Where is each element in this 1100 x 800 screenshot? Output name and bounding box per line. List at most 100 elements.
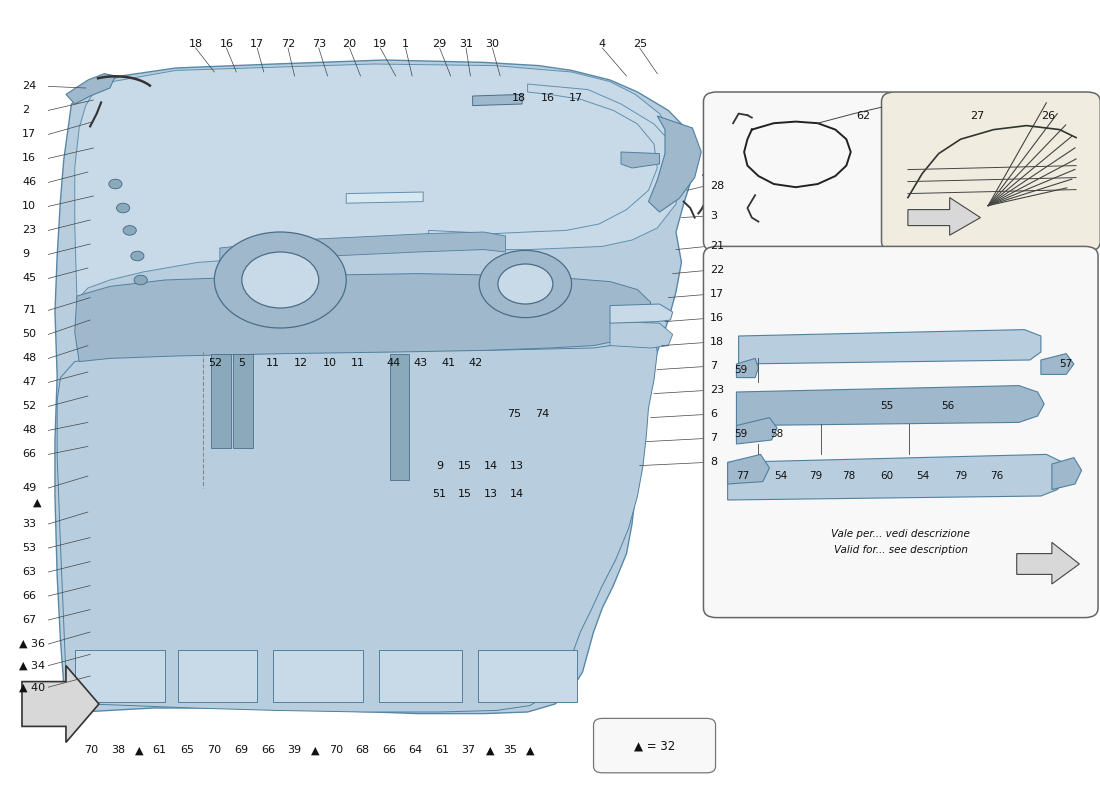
Polygon shape [727, 454, 1066, 500]
Circle shape [242, 252, 319, 308]
Circle shape [480, 250, 572, 318]
Text: 66: 66 [261, 746, 275, 755]
Text: 17: 17 [710, 290, 724, 299]
Text: 42: 42 [469, 358, 483, 368]
Text: 18: 18 [188, 39, 202, 49]
Text: 70: 70 [329, 746, 343, 755]
Text: 59: 59 [734, 429, 748, 438]
Text: 24: 24 [22, 82, 36, 91]
Text: 22: 22 [710, 266, 724, 275]
Text: 53: 53 [22, 543, 36, 553]
Text: 38: 38 [111, 746, 125, 755]
Text: 41: 41 [441, 358, 455, 368]
Polygon shape [610, 304, 673, 323]
Text: 72: 72 [280, 39, 295, 49]
Text: 69: 69 [234, 746, 249, 755]
Text: 71: 71 [22, 306, 36, 315]
Text: 59: 59 [734, 365, 748, 374]
Text: 16: 16 [22, 154, 36, 163]
Polygon shape [429, 84, 682, 250]
Text: 6: 6 [710, 410, 717, 419]
Polygon shape [22, 666, 99, 742]
Text: 55: 55 [880, 402, 893, 411]
Polygon shape [75, 64, 680, 300]
Text: 7: 7 [710, 362, 717, 371]
Text: 5: 5 [239, 358, 245, 368]
Text: 12: 12 [294, 358, 308, 368]
Text: 4: 4 [598, 39, 606, 49]
Text: 9: 9 [22, 250, 29, 259]
Text: 10: 10 [322, 358, 337, 368]
Circle shape [123, 226, 136, 235]
Text: 35: 35 [503, 746, 517, 755]
Text: 15: 15 [458, 490, 472, 499]
Text: 75: 75 [507, 410, 521, 419]
Text: 44: 44 [386, 358, 400, 368]
Polygon shape [178, 650, 257, 702]
Polygon shape [478, 650, 578, 702]
Text: 52: 52 [22, 402, 36, 411]
Text: 9: 9 [436, 461, 443, 470]
Text: 60: 60 [880, 471, 893, 481]
Text: ▲: ▲ [526, 746, 534, 755]
Text: 65: 65 [180, 746, 194, 755]
Text: 14: 14 [484, 461, 498, 470]
Text: 11: 11 [265, 358, 279, 368]
Text: 66: 66 [22, 591, 36, 601]
Text: 48: 48 [22, 426, 36, 435]
Polygon shape [75, 274, 651, 362]
Text: 63: 63 [22, 567, 36, 577]
Text: 18: 18 [512, 93, 526, 102]
FancyBboxPatch shape [704, 246, 1098, 618]
Polygon shape [57, 310, 658, 712]
Text: 57: 57 [1059, 359, 1072, 369]
Polygon shape [473, 94, 522, 106]
Polygon shape [273, 650, 363, 702]
Text: 45: 45 [22, 274, 36, 283]
Polygon shape [621, 152, 660, 168]
Circle shape [109, 179, 122, 189]
Polygon shape [649, 116, 702, 212]
Text: ▲ 40: ▲ 40 [19, 682, 45, 692]
Circle shape [117, 203, 130, 213]
Text: 23: 23 [22, 226, 36, 235]
Text: 70: 70 [85, 746, 98, 755]
Text: 73: 73 [311, 39, 326, 49]
Text: 39: 39 [287, 746, 301, 755]
Text: 8: 8 [710, 458, 717, 467]
FancyBboxPatch shape [881, 92, 1100, 251]
Polygon shape [390, 354, 409, 480]
Text: ▲: ▲ [486, 746, 495, 755]
Polygon shape [738, 330, 1041, 364]
Text: 28: 28 [710, 181, 724, 190]
Text: 18: 18 [710, 338, 724, 347]
Text: 27: 27 [970, 111, 985, 121]
Circle shape [134, 275, 147, 285]
Text: 30: 30 [485, 39, 499, 49]
Text: 37: 37 [461, 746, 475, 755]
Polygon shape [736, 358, 758, 378]
Text: ▲ 34: ▲ 34 [19, 661, 45, 670]
Text: 67: 67 [22, 615, 36, 625]
Text: 66: 66 [22, 450, 36, 459]
Text: 10: 10 [22, 202, 36, 211]
Text: 43: 43 [414, 358, 428, 368]
Polygon shape [346, 192, 424, 203]
Text: 49: 49 [22, 483, 36, 493]
Text: 68: 68 [355, 746, 370, 755]
Circle shape [214, 232, 346, 328]
Text: 66: 66 [382, 746, 396, 755]
FancyBboxPatch shape [704, 92, 900, 251]
Text: 50: 50 [22, 330, 36, 339]
Polygon shape [1016, 542, 1079, 584]
Text: 78: 78 [842, 471, 855, 481]
Polygon shape [727, 454, 769, 484]
Text: 25: 25 [632, 39, 647, 49]
Polygon shape [908, 198, 980, 235]
Polygon shape [211, 354, 231, 448]
Text: ▲: ▲ [33, 498, 42, 507]
Text: 2: 2 [22, 106, 29, 115]
Text: ▲ = 32: ▲ = 32 [634, 739, 675, 752]
Text: 13: 13 [509, 461, 524, 470]
Circle shape [498, 264, 553, 304]
